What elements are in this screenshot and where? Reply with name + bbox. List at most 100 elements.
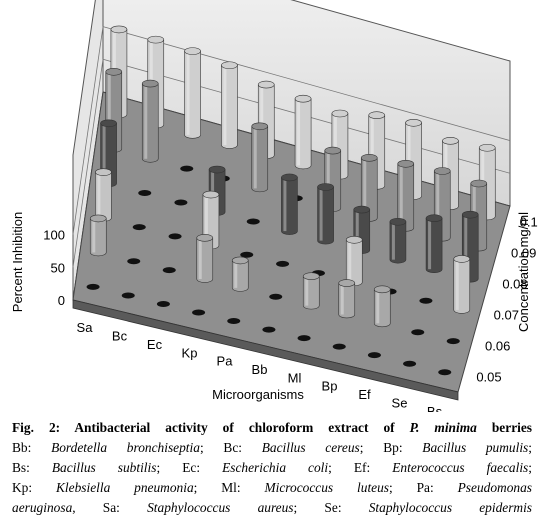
x-tick-label: Bp [322, 379, 338, 394]
bar-base-disc [156, 300, 170, 307]
bar-top [196, 234, 214, 242]
x-tick-label: Kp [182, 345, 198, 360]
bar-base-disc [411, 329, 425, 336]
bar [127, 258, 141, 265]
bar-highlight [297, 98, 301, 166]
bar-highlight [319, 186, 323, 241]
bar [174, 199, 188, 206]
x-tick-label: Pa [217, 354, 234, 369]
bar-top [324, 146, 342, 155]
bar-top [397, 159, 415, 168]
bar [438, 369, 452, 376]
bar-highlight [186, 51, 190, 135]
bar [231, 256, 249, 292]
bar-top [345, 236, 363, 244]
bar-top [100, 119, 117, 128]
chart-area: Sa Bc Ec Kp Pa Bb Ml Bp Ef Se Bs 0.05 0.06 0.07 0.08 0.… [10, 0, 538, 412]
bar-base-disc [297, 335, 311, 342]
bar-top [353, 205, 371, 214]
bar-highlight [363, 157, 367, 218]
y-tick-label: 0.1 [520, 215, 538, 230]
bar [221, 61, 238, 149]
bar-base-disc [121, 292, 135, 299]
caption-species-name: Escherichia coli [222, 460, 329, 475]
bar-base-disc [86, 283, 100, 290]
bar-highlight [107, 71, 111, 149]
bar-highlight [455, 258, 459, 310]
bar-chart-3d: Sa Bc Ec Kp Pa Bb Ml Bp Ef Se Bs 0.05 0.06 0.07 0.08 0.… [10, 0, 538, 412]
bar [360, 154, 378, 222]
y-tick-label: 0.07 [494, 308, 519, 323]
bar-body [302, 275, 320, 310]
bar-highlight [326, 150, 330, 209]
caption-abbrev: Kp: [12, 480, 56, 495]
bar [403, 360, 417, 367]
bar [338, 279, 356, 319]
bar-top [251, 122, 269, 131]
bar-base-disc [332, 343, 346, 350]
caption-abbrev: ; Ef: [328, 460, 393, 475]
bar-body [373, 289, 391, 328]
bar-highlight [144, 83, 148, 159]
x-tick-label: Bb [252, 362, 268, 377]
caption-species-name: Bacillus cereus [261, 440, 360, 455]
figure-caption: Fig. 2: Antibacterial activity of chloro… [12, 418, 532, 518]
bar-highlight [370, 115, 374, 186]
bar [89, 214, 107, 257]
bar-top [478, 143, 496, 152]
bar [302, 272, 320, 310]
bar [345, 236, 363, 287]
bar [389, 217, 407, 264]
y-tick-label: 0.05 [476, 370, 501, 385]
bar-highlight [102, 123, 106, 184]
bar-highlight [340, 283, 344, 315]
caption-species-name: Bacillus pumulis [422, 440, 529, 455]
bar-top [257, 80, 275, 89]
caption-species-name: Staphylococcus aureus [147, 500, 294, 515]
bar-body [89, 218, 107, 257]
bar-top [141, 79, 159, 88]
bar [453, 255, 471, 314]
bar-base-disc [276, 260, 290, 267]
bar-top [317, 183, 334, 191]
y-axis-label: Concentration mg/ml [516, 212, 531, 332]
bar-base-disc [419, 297, 433, 304]
bar-highlight [223, 65, 227, 146]
bar-highlight [198, 237, 202, 280]
bar-highlight [391, 221, 395, 260]
bar-highlight [305, 276, 309, 306]
bar-top [302, 272, 320, 280]
bar-highlight [234, 260, 238, 288]
z-tick-label: 100 [43, 228, 65, 243]
bar-top [360, 154, 378, 162]
bar [138, 189, 152, 196]
y-tick-label: 0.06 [485, 339, 510, 354]
bar-highlight [355, 209, 359, 251]
bar-base-disc [403, 360, 417, 367]
x-tick-label: Bs [427, 404, 443, 412]
caption-abbrev: Bs: [12, 460, 52, 475]
bar [397, 159, 415, 232]
bar-base-disc [162, 267, 176, 274]
bar-highlight [97, 172, 101, 218]
bar-top [105, 67, 123, 76]
caption-abbrev: , Sa: [72, 500, 148, 515]
bar-top [425, 214, 443, 223]
bar [132, 224, 146, 231]
x-tick-label: Ec [147, 337, 163, 352]
caption-title-species: P. minima [409, 420, 477, 435]
bar [317, 183, 334, 245]
bar-top [470, 179, 488, 188]
bar-body [453, 258, 471, 314]
bar-group [86, 25, 496, 376]
bar-top [373, 285, 391, 294]
bar-top [95, 168, 112, 176]
bar-top [231, 256, 249, 265]
x-tick-label: Ef [358, 387, 371, 402]
bar-top [281, 173, 298, 182]
caption-species-name: aeruginosa [12, 500, 73, 515]
bar-base-disc [192, 309, 206, 316]
bar [373, 285, 391, 328]
bar [196, 234, 214, 283]
bar-highlight [204, 194, 208, 246]
